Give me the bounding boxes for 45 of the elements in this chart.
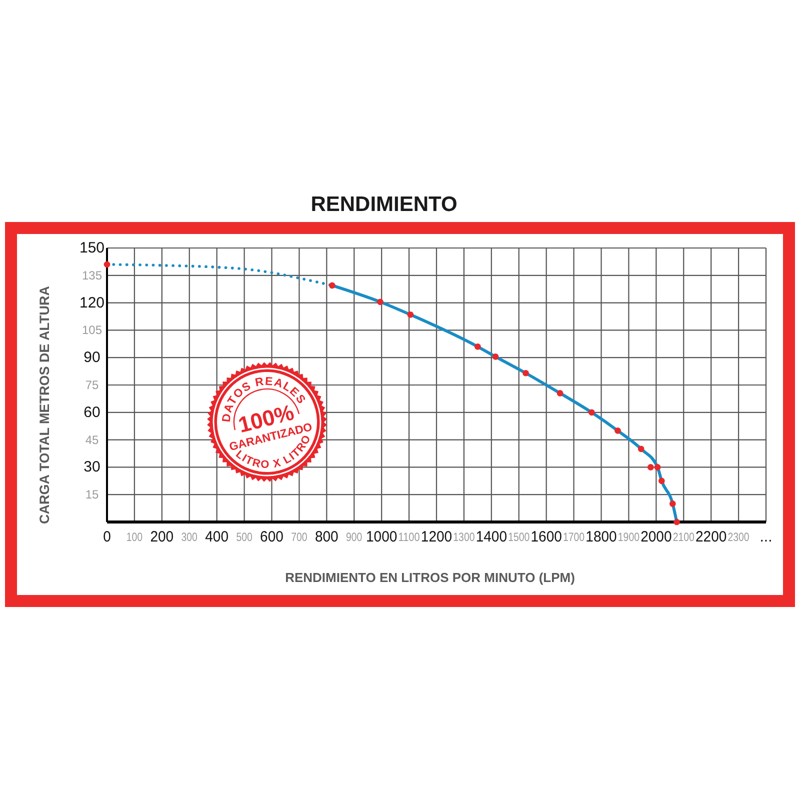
y-tick-label: 120 [79, 294, 105, 312]
point [674, 518, 680, 526]
y-tick-label: 75 [85, 378, 99, 392]
point [474, 343, 481, 350]
y-tick-label: 60 [84, 404, 100, 421]
x-tick-label: 800 [314, 528, 340, 546]
y-tick-label: 135 [82, 268, 102, 282]
x-tick-label: 2000 [640, 528, 674, 546]
chart-title: RENDIMIENTO [310, 193, 458, 216]
point [407, 312, 414, 318]
y-tick-label: 45 [85, 432, 99, 447]
point [614, 427, 621, 434]
point [492, 354, 499, 360]
point [328, 282, 336, 289]
y-tick-label: 15 [85, 488, 99, 502]
x-tick-label: 2200 [695, 528, 729, 546]
y-tick-label: 105 [82, 323, 102, 338]
point [556, 390, 564, 396]
x-tick-label: 900 [346, 530, 366, 544]
point [377, 298, 384, 306]
x-tick-label: 200 [150, 528, 176, 546]
x-axis-title: RENDIMIENTO EN LITROS POR MINUTO (LPM) [285, 570, 575, 585]
y-axis-title: CARGA TOTAL METROS DE ALTURA [37, 286, 52, 524]
x-tick-label: 2300 [728, 530, 754, 544]
y-tick-label: 30 [84, 458, 100, 476]
x-tick-label: 1000 [366, 528, 400, 546]
y-tick-label: 90 [84, 349, 100, 366]
point [522, 370, 529, 376]
point [669, 500, 676, 507]
point [654, 464, 661, 470]
y-tick-label: 150 [79, 240, 105, 256]
point [588, 409, 595, 416]
x-tick-label: 600 [260, 528, 286, 546]
point [104, 261, 110, 268]
x-tick-label: 500 [236, 530, 256, 544]
point [648, 464, 654, 470]
x-tick-label: 100 [126, 530, 146, 544]
x-tick-label: 0 [103, 528, 112, 546]
x-tick-label: 400 [205, 528, 230, 546]
x-tick-label: 700 [291, 530, 312, 544]
point [638, 446, 644, 452]
x-tick-label: 300 [181, 530, 202, 544]
point [658, 478, 665, 484]
x-tick-label: ... [760, 528, 772, 546]
x-tick-label: 1200 [420, 528, 454, 546]
